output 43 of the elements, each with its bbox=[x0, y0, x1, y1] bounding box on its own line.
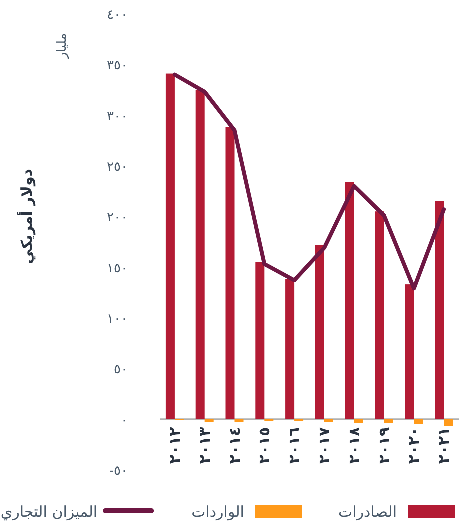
x-tick-label: ٢٠١٥ bbox=[256, 427, 274, 464]
y-tick-label: ٣٠٠ bbox=[107, 109, 128, 124]
y-tick-label: ١٥٠ bbox=[107, 261, 128, 276]
x-tick-label: ٢٠١٦ bbox=[286, 427, 304, 464]
y-tick-label: ٠ bbox=[121, 413, 128, 428]
y-tick-label: ٣٥٠ bbox=[107, 58, 128, 74]
x-tick-label: ٢٠١٧ bbox=[315, 427, 334, 464]
y-tick-label: ١٠٠ bbox=[107, 312, 128, 327]
bar bbox=[435, 201, 444, 420]
legend-label: الواردات bbox=[192, 503, 244, 521]
legend-label: الصادرات bbox=[338, 503, 397, 521]
bar bbox=[226, 127, 235, 420]
bar bbox=[354, 419, 364, 424]
bar bbox=[196, 90, 205, 420]
y-tick-label: ٢٠٠ bbox=[107, 210, 128, 226]
bar bbox=[324, 419, 334, 422]
bar bbox=[256, 262, 265, 420]
x-tick-label: ٢٠١٤ bbox=[226, 427, 244, 464]
line-series bbox=[172, 72, 446, 291]
legend-label: الميزان التجاري bbox=[0, 503, 98, 521]
bar bbox=[384, 419, 394, 424]
bar bbox=[234, 419, 244, 422]
x-tick-label: ٢٠٢١ bbox=[435, 427, 454, 464]
bar bbox=[286, 279, 295, 420]
bar bbox=[414, 419, 424, 424]
x-tick-label: ٢٠١٨ bbox=[345, 427, 364, 464]
y-tick-label: -٥٠ bbox=[109, 464, 128, 479]
x-tick-label: ٢٠١٣ bbox=[196, 427, 214, 464]
bar bbox=[315, 245, 324, 420]
y-axis-title: دولار أمريكي bbox=[17, 168, 36, 264]
y-tick-label: ٤٠٠ bbox=[107, 8, 128, 23]
y-tick-label: ٥٠ bbox=[114, 362, 128, 378]
bar bbox=[375, 212, 384, 420]
text: مليار bbox=[55, 33, 70, 60]
bar bbox=[405, 284, 414, 420]
x-tick-label: ٢٠١٩ bbox=[375, 427, 394, 464]
x-tick-label: ٢٠١٢ bbox=[166, 427, 184, 464]
bar bbox=[345, 182, 354, 420]
bar bbox=[204, 419, 214, 422]
y-tick-label: ٢٥٠ bbox=[107, 160, 128, 175]
x-tick-label: ٢٠٢٠ bbox=[405, 427, 424, 464]
bar bbox=[444, 419, 454, 426]
bar bbox=[166, 74, 175, 420]
